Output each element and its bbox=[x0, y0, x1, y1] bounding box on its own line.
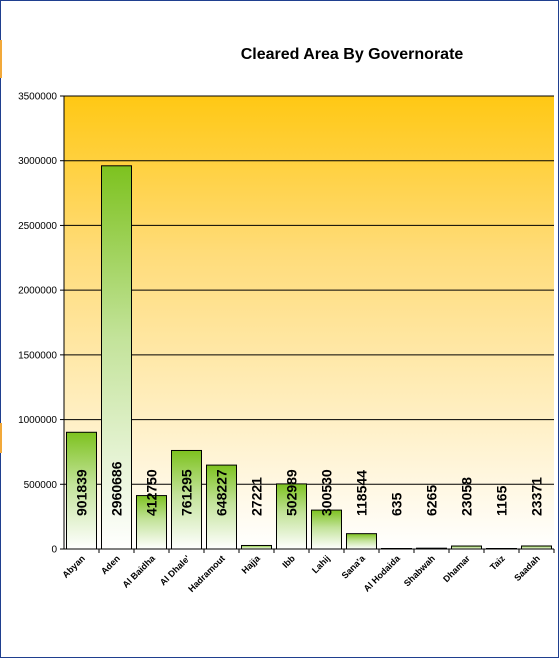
y-tick-label: 2000000 bbox=[18, 286, 57, 297]
y-tick-label: 1500000 bbox=[18, 350, 57, 361]
x-tick-label: Taiz bbox=[488, 553, 507, 572]
x-tick-label: Shabwah bbox=[402, 553, 437, 588]
data-label: 2960686 bbox=[109, 461, 125, 516]
data-label: 118544 bbox=[354, 470, 370, 516]
data-label: 761295 bbox=[179, 469, 195, 516]
y-tick-label: 500000 bbox=[24, 480, 58, 491]
x-tick-label: Al Hodaida bbox=[362, 553, 403, 594]
x-tick-label: Hadramout bbox=[186, 553, 227, 594]
bar bbox=[276, 483, 307, 550]
data-label: 23058 bbox=[459, 477, 475, 516]
data-label: 300530 bbox=[319, 469, 335, 516]
x-tick-label: Al Baidha bbox=[120, 553, 157, 590]
data-label: 502989 bbox=[284, 469, 300, 516]
y-tick-label: 0 bbox=[51, 545, 57, 556]
x-tick-label: Al Dhale' bbox=[158, 553, 192, 587]
x-tick-label: Ibb bbox=[280, 553, 297, 570]
y-axis: 0 500000 1000000 1500000 2000000 2500000 30000… bbox=[18, 92, 65, 556]
x-tick-label: Dhamar bbox=[441, 553, 472, 584]
edge-tick bbox=[0, 40, 2, 78]
x-tick-label: Aden bbox=[99, 553, 122, 576]
data-label: 412750 bbox=[144, 469, 160, 516]
y-tick-label: 1000000 bbox=[18, 415, 57, 426]
x-tick-label: Lahij bbox=[310, 553, 332, 575]
edge-tick bbox=[0, 423, 2, 453]
y-tick-label: 3000000 bbox=[18, 156, 57, 167]
bar bbox=[241, 544, 272, 550]
plot-area bbox=[64, 96, 554, 549]
bar bbox=[311, 509, 342, 550]
chart-title: Cleared Area By Governorate bbox=[241, 46, 464, 63]
bar bbox=[206, 464, 237, 550]
bar bbox=[346, 533, 377, 550]
bar bbox=[101, 165, 132, 550]
x-tick-label: Abyan bbox=[60, 553, 87, 580]
data-label: 23371 bbox=[529, 477, 545, 516]
bar bbox=[136, 495, 167, 550]
data-label: 901839 bbox=[74, 469, 90, 516]
bar bbox=[171, 449, 202, 550]
data-label: 6265 bbox=[424, 485, 440, 516]
data-label: 648227 bbox=[214, 469, 230, 516]
y-tick-label: 2500000 bbox=[18, 221, 57, 232]
data-label: 27221 bbox=[249, 477, 265, 516]
data-label: 1165 bbox=[494, 485, 510, 516]
x-tick-label: Sana'a bbox=[340, 553, 368, 581]
y-tick-label: 3500000 bbox=[18, 92, 57, 103]
bars bbox=[66, 165, 552, 550]
gridlines bbox=[64, 95, 554, 485]
data-label: 635 bbox=[389, 492, 405, 516]
data-labels: 901839 2960686 412750 761295 648227 27221 5029… bbox=[74, 461, 545, 516]
x-tick-label: Hajja bbox=[240, 553, 263, 576]
bar bbox=[66, 431, 97, 550]
x-tick-label: Saadah bbox=[512, 553, 542, 583]
